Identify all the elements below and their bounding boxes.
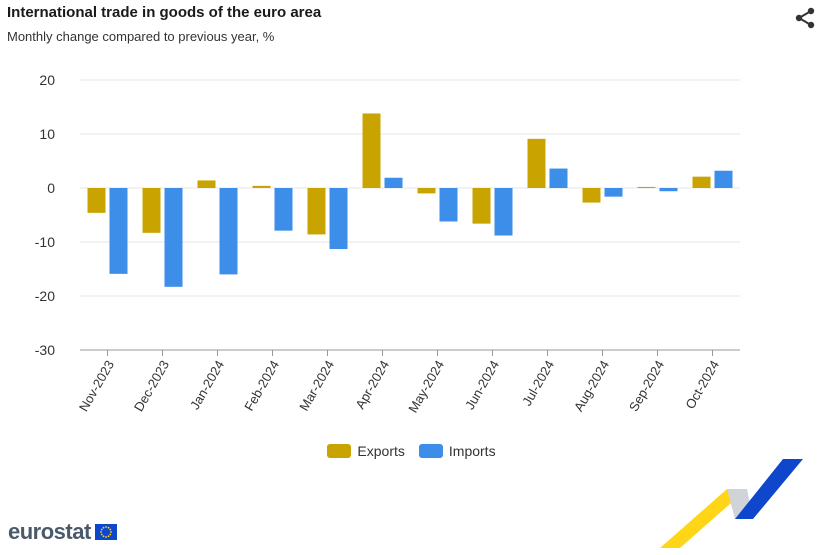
bar-imports-may-2024[interactable] — [439, 188, 458, 222]
bar-exports-jun-2024[interactable] — [472, 188, 491, 224]
y-tick-label: -30 — [35, 342, 55, 358]
chart-subtitle: Monthly change compared to previous year… — [7, 29, 275, 44]
bar-imports-feb-2024[interactable] — [274, 188, 293, 231]
y-tick-label: 10 — [39, 126, 55, 142]
bar-imports-jan-2024[interactable] — [219, 188, 238, 275]
bar-exports-jan-2024[interactable] — [197, 180, 216, 188]
bar-exports-mar-2024[interactable] — [307, 188, 326, 235]
x-tick-label: Jun-2024 — [462, 358, 502, 412]
x-tick-label: Feb-2024 — [241, 358, 282, 414]
bar-chart: 20 10 0 -10 -20 -30 Nov-2023 Dec-2023 Jan-2024 Fe… — [35, 72, 740, 416]
bar-exports-dec-2023[interactable] — [142, 188, 161, 233]
bar-imports-mar-2024[interactable] — [329, 188, 348, 250]
bar-exports-sep-2024[interactable] — [637, 186, 656, 188]
bar-exports-aug-2024[interactable] — [582, 188, 601, 203]
bar-exports-may-2024[interactable] — [417, 188, 436, 194]
bar-imports-nov-2023[interactable] — [109, 188, 128, 274]
bar-imports-jul-2024[interactable] — [549, 168, 568, 188]
legend: Exports Imports — [0, 443, 823, 459]
bar-exports-feb-2024[interactable] — [252, 185, 271, 188]
share-icon[interactable] — [793, 6, 817, 30]
x-tick-label: Apr-2024 — [352, 358, 392, 412]
bar-imports-oct-2024[interactable] — [714, 170, 733, 188]
legend-swatch-exports — [327, 444, 352, 458]
x-tick-label: Sep-2024 — [626, 358, 667, 414]
legend-swatch-imports — [418, 444, 443, 458]
logo-text: eurostat — [8, 519, 91, 544]
x-tick-label: Nov-2023 — [76, 358, 117, 414]
bar-exports-jul-2024[interactable] — [527, 138, 546, 188]
y-tick-label: -10 — [35, 234, 55, 250]
bar-imports-dec-2023[interactable] — [164, 188, 183, 287]
y-tick-label: -20 — [35, 288, 55, 304]
x-tick-label: Jul-2024 — [519, 358, 557, 409]
eu-flag-icon — [94, 524, 117, 540]
bar-imports-jun-2024[interactable] — [494, 188, 513, 236]
x-tick-label: Jan-2024 — [187, 358, 227, 412]
legend-label-imports: Imports — [448, 443, 496, 459]
brand-graphic — [655, 455, 815, 555]
y-tick-label: 20 — [39, 72, 55, 88]
chart-title: International trade in goods of the euro… — [7, 4, 322, 21]
x-tick-label: Oct-2024 — [682, 358, 722, 412]
legend-item-exports[interactable]: Exports — [327, 443, 405, 459]
eurostat-logo: eurostat — [8, 519, 117, 545]
legend-label-exports: Exports — [357, 443, 405, 459]
y-tick-label: 0 — [47, 180, 55, 196]
bar-imports-aug-2024[interactable] — [604, 188, 623, 197]
x-tick-label: May-2024 — [405, 358, 447, 416]
x-tick-label: Mar-2024 — [296, 358, 337, 414]
bar-exports-oct-2024[interactable] — [692, 176, 711, 188]
bar-imports-sep-2024[interactable] — [659, 188, 678, 192]
x-tick-label: Aug-2024 — [571, 358, 612, 414]
bar-imports-apr-2024[interactable] — [384, 177, 403, 188]
bar-exports-apr-2024[interactable] — [362, 113, 381, 188]
x-tick-label: Dec-2023 — [131, 358, 172, 414]
legend-item-imports[interactable]: Imports — [418, 443, 496, 459]
bar-exports-nov-2023[interactable] — [87, 188, 106, 213]
